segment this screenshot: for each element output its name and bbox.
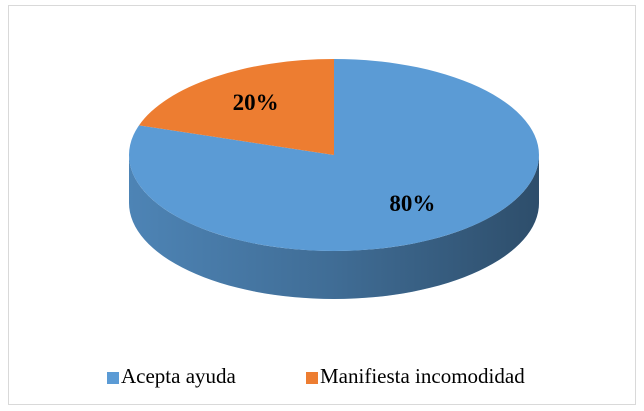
slice (139, 59, 334, 155)
data-label: 80% (389, 191, 435, 216)
legend-label: Acepta ayuda (121, 364, 237, 388)
data-label: 20% (233, 90, 279, 115)
legend-swatch (306, 372, 318, 384)
slice-side-shade (129, 155, 539, 299)
legend-label: Manifiesta incomodidad (320, 364, 525, 388)
legend-swatch (107, 372, 119, 384)
